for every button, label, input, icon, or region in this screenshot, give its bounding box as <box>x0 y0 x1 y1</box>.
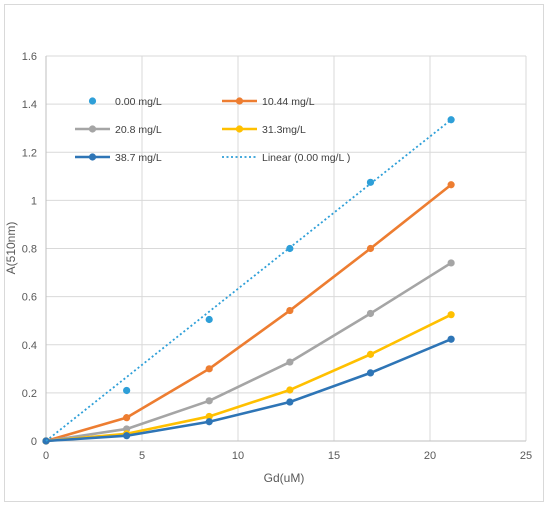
data-point-20-8-mg-l <box>286 358 294 366</box>
y-tick-label: 0.8 <box>22 244 37 256</box>
y-tick-label: 0 <box>31 436 37 448</box>
y-tick-label: 1 <box>31 195 37 207</box>
grid-lines <box>46 55 527 441</box>
series-line-10-44-mg-l <box>45 183 452 443</box>
legend: 0.00 mg/L 10.44 mg/L 20.8 mg/L 31.3mg/L 38.7… <box>75 96 350 164</box>
trendline-linear-0-00-mg-l <box>45 119 452 442</box>
legend-label: 38.7 mg/L <box>115 152 162 164</box>
legend-label: Linear (0.00 mg/L ) <box>262 152 350 164</box>
data-point-0-00-mg-l <box>205 315 213 324</box>
data-point-10-44-mg-l <box>447 181 455 189</box>
x-tick-label: 0 <box>43 450 49 462</box>
chart-frame <box>4 4 544 502</box>
series-line-31-3mg-l <box>45 313 452 443</box>
series-line-38-7-mg-l <box>45 338 452 443</box>
y-tick-labels: 0 0.2 0.4 0.6 0.8 1 1.2 1.4 1.6 <box>22 51 37 448</box>
data-point-31-3mg-l <box>366 350 375 358</box>
data-point-38-7-mg-l <box>205 418 213 426</box>
legend-marker-swatch <box>235 125 244 133</box>
data-point-10-44-mg-l <box>366 244 375 253</box>
y-tick-label: 0.6 <box>22 292 37 304</box>
y-axis-title: A(510nm) <box>4 222 18 275</box>
legend-marker-swatch <box>88 97 97 105</box>
legend-item-linear-0-00-mg-l: Linear (0.00 mg/L ) <box>222 152 350 164</box>
legend-item-20-8-mg-l: 20.8 mg/L <box>75 124 162 136</box>
data-point-31-3mg-l <box>286 386 294 394</box>
data-point-31-3mg-l <box>447 311 455 319</box>
legend-label: 31.3mg/L <box>262 124 306 136</box>
x-tick-label: 20 <box>424 450 436 462</box>
legend-marker-swatch <box>88 153 97 161</box>
y-tick-label: 1.4 <box>22 99 37 111</box>
x-tick-labels: 0 5 10 15 20 25 <box>43 450 532 462</box>
data-point-10-44-mg-l <box>123 414 131 422</box>
data-point-10-44-mg-l <box>205 365 213 373</box>
legend-item-38-7-mg-l: 38.7 mg/L <box>75 152 162 164</box>
legend-label: 20.8 mg/L <box>115 124 162 136</box>
data-point-0-00-mg-l <box>123 386 131 395</box>
data-point-38-7-mg-l <box>447 335 455 343</box>
x-tick-label: 10 <box>232 450 244 462</box>
x-tick-label: 15 <box>328 450 340 462</box>
legend-item-0-00-mg-l: 0.00 mg/L <box>88 96 162 108</box>
data-point-38-7-mg-l <box>123 432 131 440</box>
data-point-31-3mg-l <box>205 412 213 421</box>
data-point-0-00-mg-l <box>366 178 375 186</box>
data-point-38-7-mg-l <box>286 398 294 406</box>
legend-label: 10.44 mg/L <box>262 96 315 108</box>
x-tick-label: 5 <box>139 450 145 462</box>
axes <box>45 56 526 442</box>
legend-item-10-44-mg-l: 10.44 mg/L <box>222 96 315 108</box>
y-tick-label: 1.2 <box>22 147 37 159</box>
data-point-20-8-mg-l <box>447 259 455 267</box>
y-tick-label: 0.4 <box>22 340 37 352</box>
x-axis-title: Gd(uM) <box>264 471 305 485</box>
data-point-20-8-mg-l <box>366 309 375 318</box>
data-point-10-44-mg-l <box>286 306 294 315</box>
legend-label: 0.00 mg/L <box>115 96 162 108</box>
legend-marker-swatch <box>235 97 244 105</box>
legend-item-31-3mg-l: 31.3mg/L <box>222 124 306 136</box>
data-point-38-7-mg-l <box>366 369 375 377</box>
plot-series <box>42 116 455 445</box>
legend-marker-swatch <box>88 125 97 133</box>
x-tick-label: 25 <box>520 450 532 462</box>
y-tick-label: 1.6 <box>22 51 37 63</box>
y-tick-label: 0.2 <box>22 388 37 400</box>
data-point-20-8-mg-l <box>205 397 213 405</box>
series-line-20-8-mg-l <box>45 261 452 443</box>
